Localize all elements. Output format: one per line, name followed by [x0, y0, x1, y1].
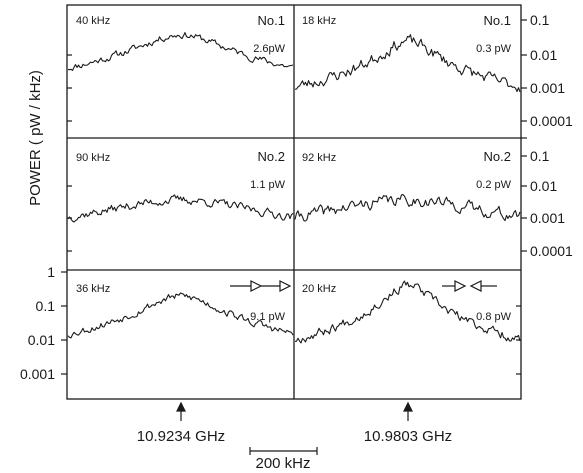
- right-axis-labels-row1: 0.1 0.01 0.001 0.0001: [530, 12, 573, 129]
- sample-label: No.2: [484, 149, 511, 164]
- sample-label: No.2: [258, 149, 285, 164]
- beam-diagram-opposing: [442, 280, 497, 292]
- frequency-marker-label: 10.9234 GHz: [137, 428, 225, 445]
- spectrum-trace-r3c2: [294, 280, 521, 344]
- linewidth-label: 92 kHz: [302, 152, 336, 164]
- tick-label: 0.001: [20, 366, 55, 382]
- linewidth-label: 18 kHz: [302, 15, 336, 27]
- tick-label: 0.1: [36, 298, 56, 314]
- tick-label: 0.0001: [530, 243, 573, 259]
- sample-label: No.1: [484, 13, 511, 28]
- linewidth-label: 36 kHz: [76, 283, 110, 295]
- tick-label: 0.01: [28, 332, 55, 348]
- power-label: 0.3 pW: [476, 43, 511, 55]
- linewidth-label: 20 kHz: [302, 283, 336, 295]
- linewidth-label: 40 kHz: [76, 15, 110, 27]
- tick-label: 0.001: [530, 80, 565, 96]
- left-axis-labels-row3: 1 0.1 0.01 0.001: [20, 264, 55, 382]
- spectrum-trace-r1c2: [294, 34, 521, 93]
- axis-ticks: [61, 19, 527, 375]
- spectrum-trace-r3c1: [67, 292, 294, 339]
- panel-frame: [66, 4, 522, 400]
- tick-label: 0.01: [530, 178, 557, 194]
- scale-bar-label: 200 kHz: [255, 455, 310, 472]
- tick-label: 0.1: [530, 12, 550, 28]
- power-label: 9.1 pW: [250, 311, 285, 323]
- scale-bar: [249, 447, 318, 455]
- spectrum-trace-r1c1: [67, 32, 294, 72]
- power-label: 2.6pW: [253, 43, 285, 55]
- right-axis-labels-row2: 0.1 0.01 0.001 0.0001: [530, 148, 573, 259]
- panel-labels: 40 kHz No.1 2.6pW 18 kHz No.1 0.3 pW 90 …: [76, 13, 512, 323]
- y-axis-title: POWER ( pW / kHz): [27, 70, 44, 206]
- tick-label: 0.0001: [530, 113, 573, 129]
- tick-label: 1: [47, 264, 55, 280]
- power-label: 0.2 pW: [476, 179, 511, 191]
- power-label: 1.1 pW: [250, 179, 285, 191]
- tick-label: 0.1: [530, 148, 550, 164]
- frequency-marker-label: 10.9803 GHz: [364, 428, 452, 445]
- sample-label: No.1: [258, 13, 285, 28]
- power-label: 0.8 pW: [476, 311, 511, 323]
- frequency-markers: [176, 401, 413, 421]
- beam-diagram-copropagating: [230, 280, 292, 292]
- spectrum-trace-r2c2: [294, 194, 521, 222]
- linewidth-label: 90 kHz: [76, 152, 110, 164]
- spectrum-trace-r2c1: [67, 194, 294, 223]
- tick-label: 0.001: [530, 210, 565, 226]
- tick-label: 0.01: [530, 47, 557, 63]
